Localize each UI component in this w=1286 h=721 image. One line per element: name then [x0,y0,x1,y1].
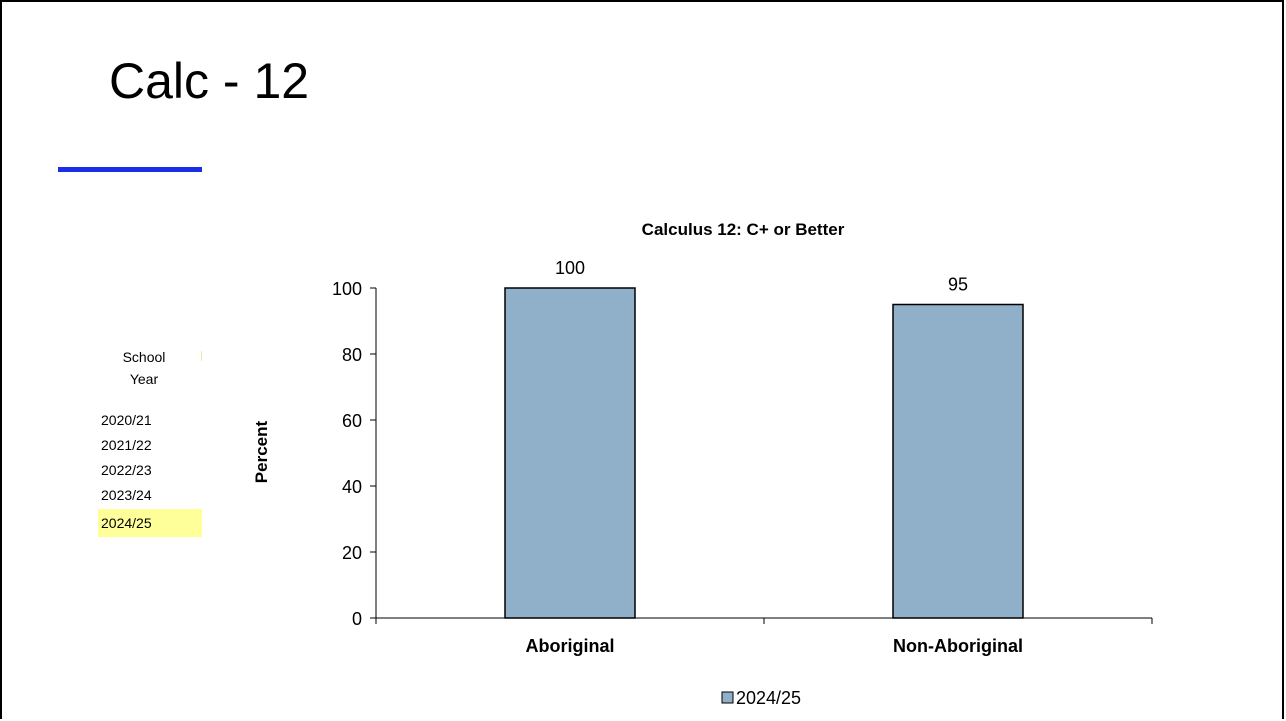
school-year-header-line2: Year [129,371,159,387]
y-tick-label: 100 [332,279,362,299]
school-year-item[interactable]: 2023/24 [101,487,152,503]
y-tick-label: 40 [342,477,362,497]
slide-title: Calc - 12 [109,53,310,109]
data-label: 95 [948,275,968,295]
dropdown-marker [201,351,202,361]
school-year-item[interactable]: 2022/23 [101,462,152,478]
school-year-item[interactable]: 2024/25 [98,509,202,537]
legend-swatch [721,691,734,704]
school-year-header-line1: School [122,349,166,365]
bar-aboriginal [504,287,636,619]
y-axis-label: Percent [252,420,271,483]
y-tick-label: 80 [342,345,362,365]
bar-non-aboriginal [892,303,1024,619]
school-year-item[interactable]: 2021/22 [101,437,152,453]
legend-label: 2024/25 [736,688,801,708]
school-year-item[interactable]: 2020/21 [101,412,152,428]
school-year-header: School Year [98,346,190,390]
x-category-label: Aboriginal [526,636,615,656]
title-underline [58,167,202,172]
data-label: 100 [555,258,585,278]
y-tick-label: 0 [352,609,362,629]
chart-title: Calculus 12: C+ or Better [642,220,845,239]
y-tick-label: 20 [342,543,362,563]
y-tick-label: 60 [342,411,362,431]
x-category-label: Non-Aboriginal [893,636,1023,656]
school-year-list: 2020/21 2021/22 2022/23 2023/24 2024/25 [98,409,202,537]
